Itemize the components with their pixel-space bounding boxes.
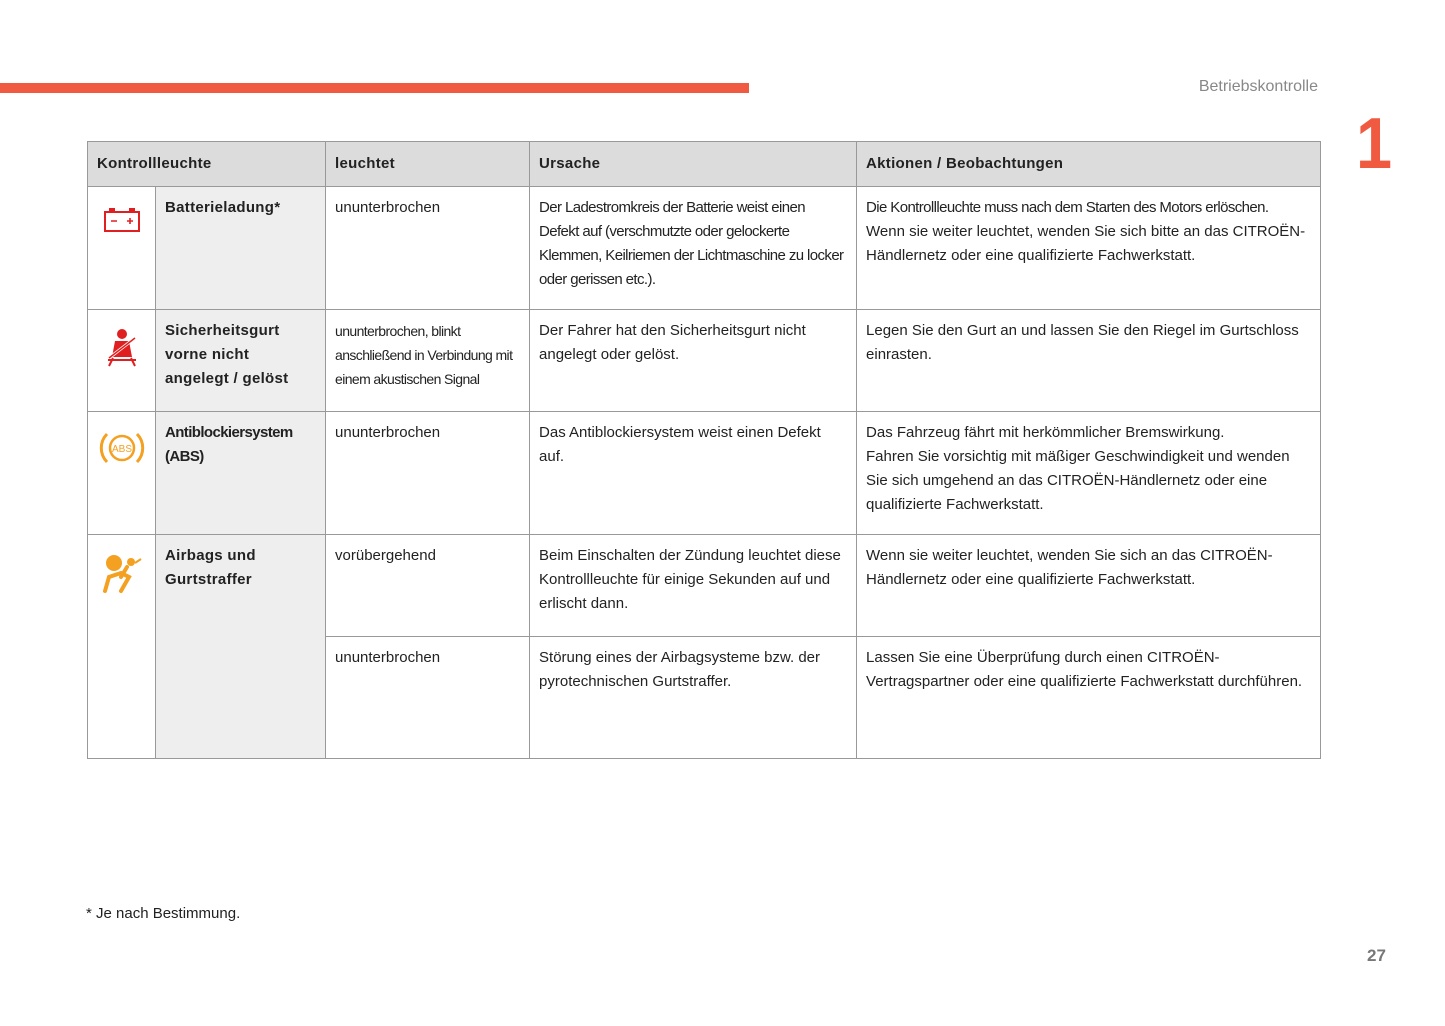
action-cell: Lassen Sie eine Überprüfung durch einen … — [856, 636, 1322, 759]
icon-cell: ABS — [87, 411, 156, 535]
warning-lights-table: Kontrollleuchte leuchtet Ursache Aktione… — [86, 141, 1322, 759]
table-header: Kontrollleuchte leuchtet Ursache Aktione… — [86, 141, 1322, 187]
action-bold: Das Fahrzeug fährt mit herkömmlicher Bre… — [866, 424, 1225, 441]
action-cell: Die Kontrollleuchte muss nach dem Starte… — [856, 186, 1322, 310]
status-cell: vorübergehend — [325, 534, 531, 637]
cause-cell: Der Fahrer hat den Sicherheitsgurt nicht… — [529, 309, 858, 412]
column-header: Aktionen / Beobachtungen — [856, 141, 1322, 187]
table-row: ABS Antiblockiersystem (ABS) ununterbroc… — [87, 411, 1322, 535]
cause-cell: Störung eines der Airbagsysteme bzw. der… — [529, 636, 858, 759]
seatbelt-icon — [107, 329, 136, 367]
page-number: 27 — [1367, 946, 1386, 965]
status-cell: ununterbrochen, blinkt anschließend in V… — [325, 309, 531, 412]
abs-icon: ABS — [99, 432, 144, 464]
table-row: Batterieladung* ununterbrochen Der Lades… — [87, 186, 1322, 310]
cause-cell: Beim Einschalten der Zündung leuchtet di… — [529, 534, 858, 637]
action-cell: Das Fahrzeug fährt mit herkömmlicher Bre… — [856, 411, 1322, 535]
icon-cell — [87, 309, 156, 412]
light-label: Sicherheitsgurt vorne nicht angelegt / g… — [154, 309, 327, 412]
action-cell: Legen Sie den Gurt an und lassen Sie den… — [856, 309, 1322, 412]
status-cell: ununterbrochen — [325, 186, 531, 310]
column-header: leuchtet — [325, 141, 531, 187]
table-row: Sicherheitsgurt vorne nicht angelegt / g… — [87, 309, 1322, 412]
light-label: Batterieladung* — [154, 186, 327, 310]
accent-bar — [0, 83, 749, 93]
table-row: Airbags und Gurtstraffer vorübergehend B… — [87, 534, 1322, 759]
action-text: Wenn sie weiter leuchtet, wenden Sie sic… — [866, 223, 1306, 264]
light-label: Airbags und Gurtstraffer — [154, 534, 327, 759]
light-label: Antiblockiersystem (ABS) — [154, 411, 327, 535]
airbag-icon — [102, 555, 142, 593]
action-bold: Die Kontrollleuchte muss nach dem Starte… — [866, 199, 1269, 216]
status-cell: ununterbrochen — [325, 636, 531, 759]
cause-cell: Der Ladestromkreis der Batterie weist ei… — [529, 186, 858, 310]
svg-text:ABS: ABS — [111, 444, 131, 455]
battery-icon — [103, 208, 140, 232]
cause-cell: Das Antiblockiersystem weist einen Defek… — [529, 411, 858, 535]
column-header: Kontrollleuchte — [86, 141, 327, 187]
chapter-number: 1 — [1356, 104, 1393, 184]
status-cell: ununterbrochen — [325, 411, 531, 535]
column-header: Ursache — [529, 141, 858, 187]
icon-cell — [87, 534, 156, 759]
action-cell: Wenn sie weiter leuchtet, wenden Sie sic… — [856, 534, 1322, 637]
section-title: Betriebskontrolle — [1198, 78, 1318, 95]
action-text: Fahren Sie vorsichtig mit mäßiger Geschw… — [866, 448, 1290, 513]
table-row: ununterbrochen Störung eines der Airbags… — [88, 636, 1322, 759]
icon-cell — [87, 186, 156, 310]
footnote: * Je nach Bestimmung. — [86, 905, 241, 922]
